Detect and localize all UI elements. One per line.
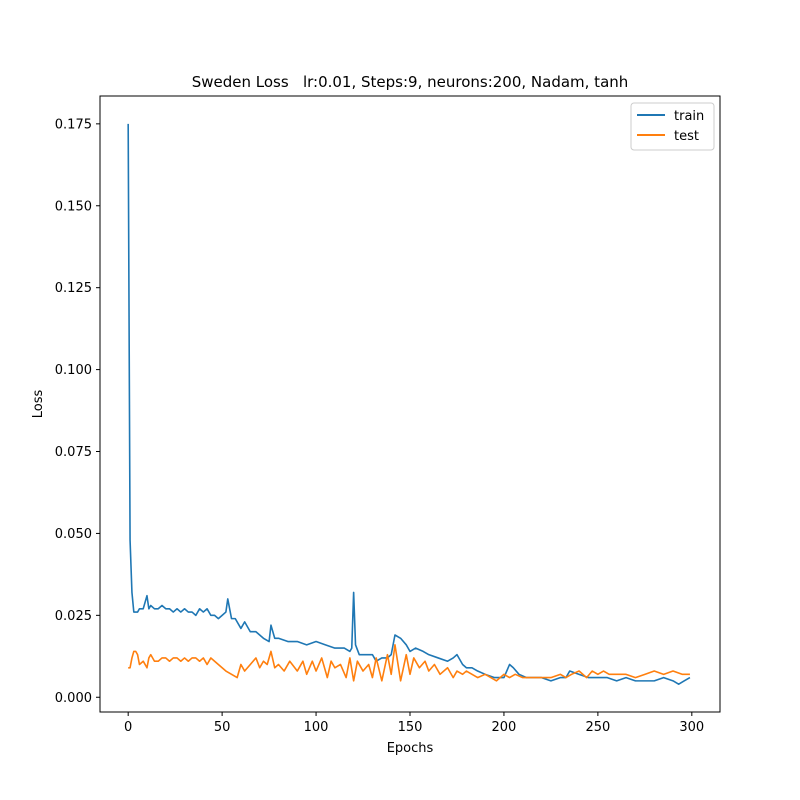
y-axis: 0.000 0.025 0.050 0.075 0.100 0.125 0.150 0.175 — [55, 117, 100, 706]
series-line-test — [128, 644, 690, 682]
y-tick-label: 0.075 — [55, 445, 92, 460]
legend: train test — [630, 102, 715, 151]
plot-lines — [127, 123, 691, 685]
x-axis-label: Epochs — [387, 741, 434, 756]
y-tick-label: 0.050 — [55, 527, 92, 542]
chart-title: Sweden Loss lr:0.01, Steps:9, neurons:20… — [192, 73, 629, 91]
x-tick-label: 50 — [214, 720, 231, 735]
legend-label-test: test — [674, 129, 699, 144]
x-tick-label: 150 — [398, 720, 423, 735]
y-axis-label: Loss — [31, 390, 46, 419]
y-tick-label: 0.100 — [55, 363, 92, 378]
y-tick-label: 0.025 — [55, 609, 92, 624]
series-line-train — [127, 123, 691, 685]
x-tick-label: 100 — [304, 720, 329, 735]
legend-label-train: train — [674, 109, 704, 124]
x-tick-label: 200 — [492, 720, 517, 735]
x-tick-label: 250 — [585, 720, 610, 735]
x-tick-label: 300 — [679, 720, 704, 735]
x-axis: 0 50 100 150 200 250 300 — [124, 712, 704, 735]
y-tick-label: 0.175 — [55, 117, 92, 132]
y-tick-label: 0.125 — [55, 281, 92, 296]
y-tick-label: 0.150 — [55, 199, 92, 214]
y-tick-label: 0.000 — [55, 691, 92, 706]
x-tick-label: 0 — [124, 720, 132, 735]
